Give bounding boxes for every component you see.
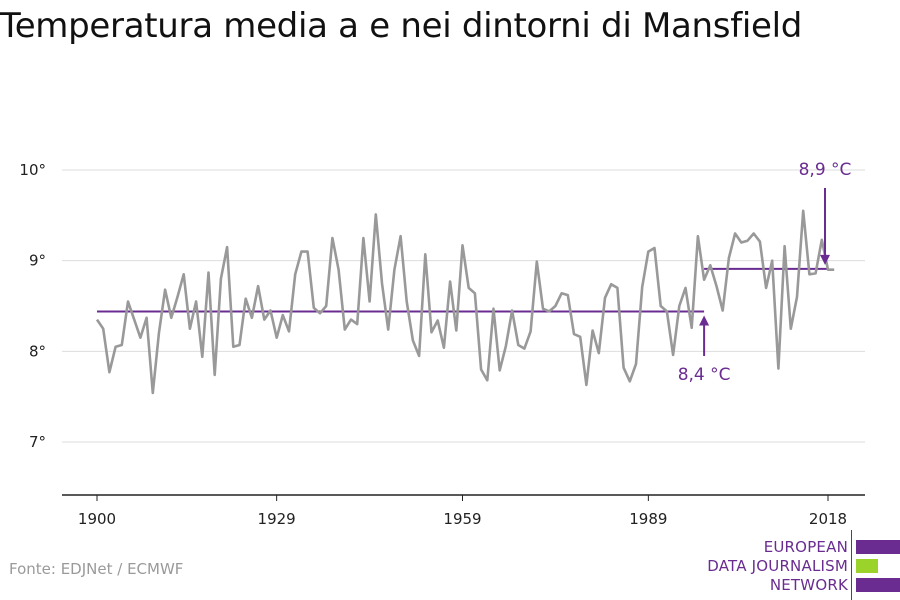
source-note: Fonte: EDJNet / ECMWF: [9, 560, 184, 578]
logo-bar-green: [856, 559, 878, 573]
chart-title: Temperatura media a e nei dintorni di Ma…: [0, 6, 803, 46]
logo-line-network: NETWORK: [769, 576, 848, 594]
mean-arrow-1-head: [699, 315, 710, 326]
x-tick-label-2018: 2018: [809, 510, 847, 528]
logo-line-european: EUROPEAN: [763, 538, 848, 556]
logo-line-data-journalism: DATA JOURNALISM: [707, 557, 848, 575]
x-tick-label-1900: 1900: [78, 510, 116, 528]
y-tick-label-7: 7°: [29, 433, 46, 451]
x-tick-label-1959: 1959: [443, 510, 481, 528]
y-tick-label-9: 9°: [29, 252, 46, 270]
x-tick-label-1929: 1929: [258, 510, 296, 528]
mean-arrow-2-head: [820, 254, 830, 265]
mean-label-1: 8,4 °C: [678, 365, 731, 385]
logo-bar-purple-top: [856, 540, 900, 554]
y-tick-label-10: 10°: [19, 161, 46, 179]
edjnet-logo: EUROPEAN DATA JOURNALISM NETWORK: [680, 530, 900, 600]
mean-label-2: 8,9 °C: [799, 160, 852, 180]
logo-divider: [851, 530, 852, 600]
x-tick-label-1989: 1989: [629, 510, 667, 528]
logo-bar-purple-bottom: [856, 578, 900, 592]
y-tick-label-8: 8°: [29, 342, 46, 360]
temperature-series-line: [95, 209, 835, 395]
